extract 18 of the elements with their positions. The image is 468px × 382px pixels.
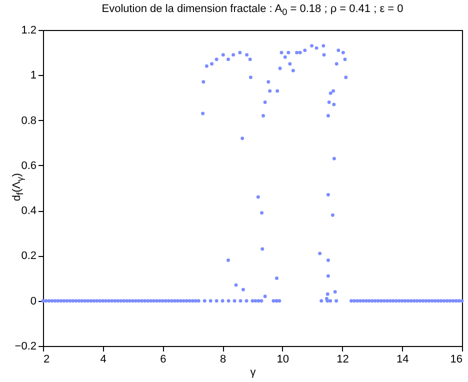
y-tick-label: 0.6 bbox=[21, 160, 36, 172]
chart-title: Evolution de la dimension fractale : A$_{0}$ = 0.18 ; ρ = 0.41 ; ε = 0 bbox=[100, 3, 404, 18]
x-tick-label: 2 bbox=[44, 354, 50, 366]
y-tick-label: 0.8 bbox=[21, 114, 36, 127]
y-tick-label: −0.2 bbox=[14, 340, 36, 352]
y-tick-label: 1 bbox=[30, 70, 36, 82]
y-tick-label: 0 bbox=[30, 295, 36, 308]
y-tick-label: 1.2 bbox=[21, 24, 36, 36]
x-tick-label: 4 bbox=[100, 354, 106, 366]
x-axis-title: γ bbox=[250, 366, 256, 378]
x-tick-label: 10 bbox=[276, 354, 290, 366]
y-tick-label: 0.2 bbox=[21, 250, 36, 262]
x-tick-label: 12 bbox=[336, 354, 349, 366]
y-tick-label: 0.4 bbox=[21, 205, 36, 218]
x-tick-label: 8 bbox=[220, 354, 226, 366]
x-tick-label: 6 bbox=[160, 354, 166, 366]
x-tick-label: 14 bbox=[396, 354, 409, 366]
x-tick-label: 16 bbox=[450, 354, 462, 366]
